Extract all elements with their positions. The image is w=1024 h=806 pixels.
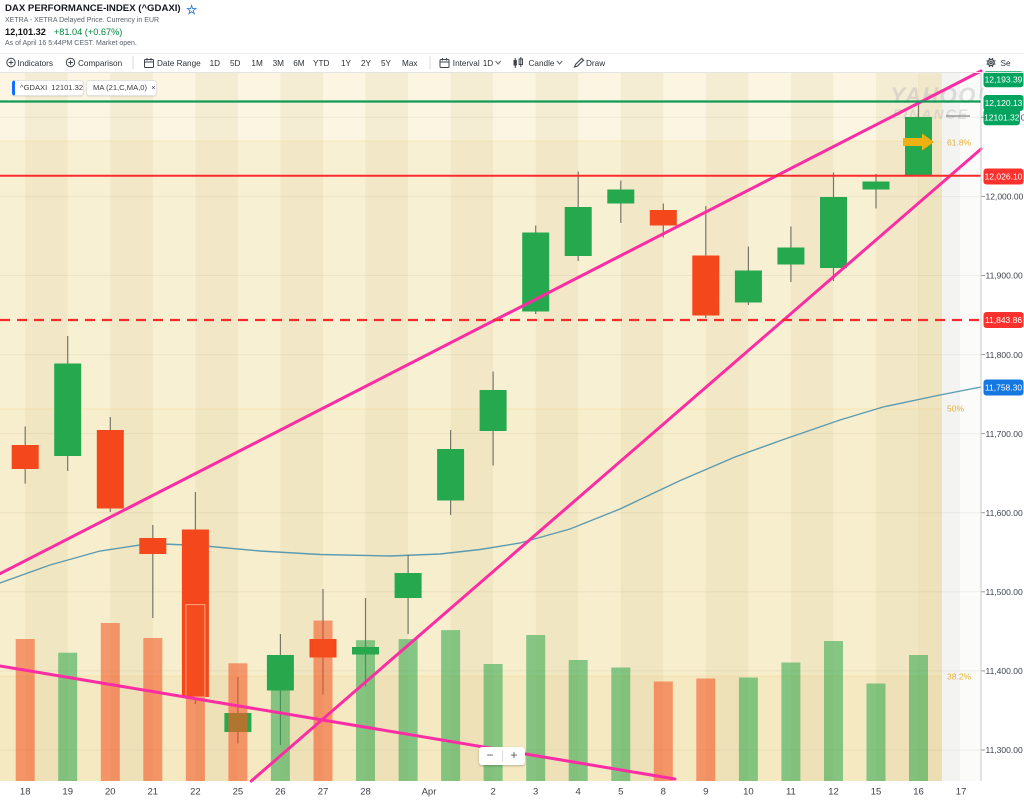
svg-text:11,600.00: 11,600.00 bbox=[986, 508, 1023, 518]
svg-text:25: 25 bbox=[233, 787, 244, 798]
svg-text:27: 27 bbox=[318, 787, 329, 798]
svg-text:12101.32: 12101.32 bbox=[984, 113, 1020, 123]
svg-text:11: 11 bbox=[786, 787, 796, 798]
svg-text:0: 0 bbox=[1021, 113, 1024, 123]
svg-text:21: 21 bbox=[148, 787, 159, 798]
svg-text:12,026.10: 12,026.10 bbox=[985, 172, 1023, 182]
svg-text:11,700.00: 11,700.00 bbox=[986, 429, 1023, 439]
svg-text:3: 3 bbox=[533, 787, 538, 798]
svg-text:12,120.13: 12,120.13 bbox=[985, 98, 1023, 108]
svg-text:50%: 50% bbox=[947, 404, 964, 414]
svg-text:8: 8 bbox=[661, 787, 666, 798]
svg-text:28: 28 bbox=[360, 787, 371, 798]
svg-text:YAHOO!: YAHOO! bbox=[890, 83, 985, 108]
svg-text:5: 5 bbox=[618, 787, 623, 798]
svg-text:11,400.00: 11,400.00 bbox=[986, 666, 1023, 676]
svg-text:38.2%: 38.2% bbox=[947, 672, 972, 682]
svg-text:4: 4 bbox=[576, 787, 581, 798]
svg-text:11,500.00: 11,500.00 bbox=[986, 587, 1023, 597]
svg-text:11,843.86: 11,843.86 bbox=[985, 315, 1022, 325]
svg-text:15: 15 bbox=[871, 787, 882, 798]
svg-text:11,800.00: 11,800.00 bbox=[986, 350, 1023, 360]
svg-text:22: 22 bbox=[190, 787, 201, 798]
svg-text:19: 19 bbox=[62, 787, 73, 798]
svg-text:16: 16 bbox=[913, 787, 924, 798]
svg-text:12: 12 bbox=[828, 787, 839, 798]
svg-text:11,900.00: 11,900.00 bbox=[986, 271, 1023, 281]
svg-text:12,000.00: 12,000.00 bbox=[986, 192, 1024, 202]
svg-text:17: 17 bbox=[956, 787, 967, 798]
svg-text:10: 10 bbox=[743, 787, 754, 798]
svg-text:61.8%: 61.8% bbox=[947, 138, 972, 148]
svg-text:11,300.00: 11,300.00 bbox=[986, 745, 1023, 755]
svg-text:9: 9 bbox=[703, 787, 708, 798]
svg-text:11,758.30: 11,758.30 bbox=[985, 383, 1022, 393]
svg-text:20: 20 bbox=[105, 787, 116, 798]
svg-text:12,193.39: 12,193.39 bbox=[985, 75, 1023, 85]
svg-text:18: 18 bbox=[20, 787, 31, 798]
svg-text:Apr: Apr bbox=[422, 787, 437, 798]
svg-text:26: 26 bbox=[275, 787, 286, 798]
svg-text:2: 2 bbox=[490, 787, 495, 798]
